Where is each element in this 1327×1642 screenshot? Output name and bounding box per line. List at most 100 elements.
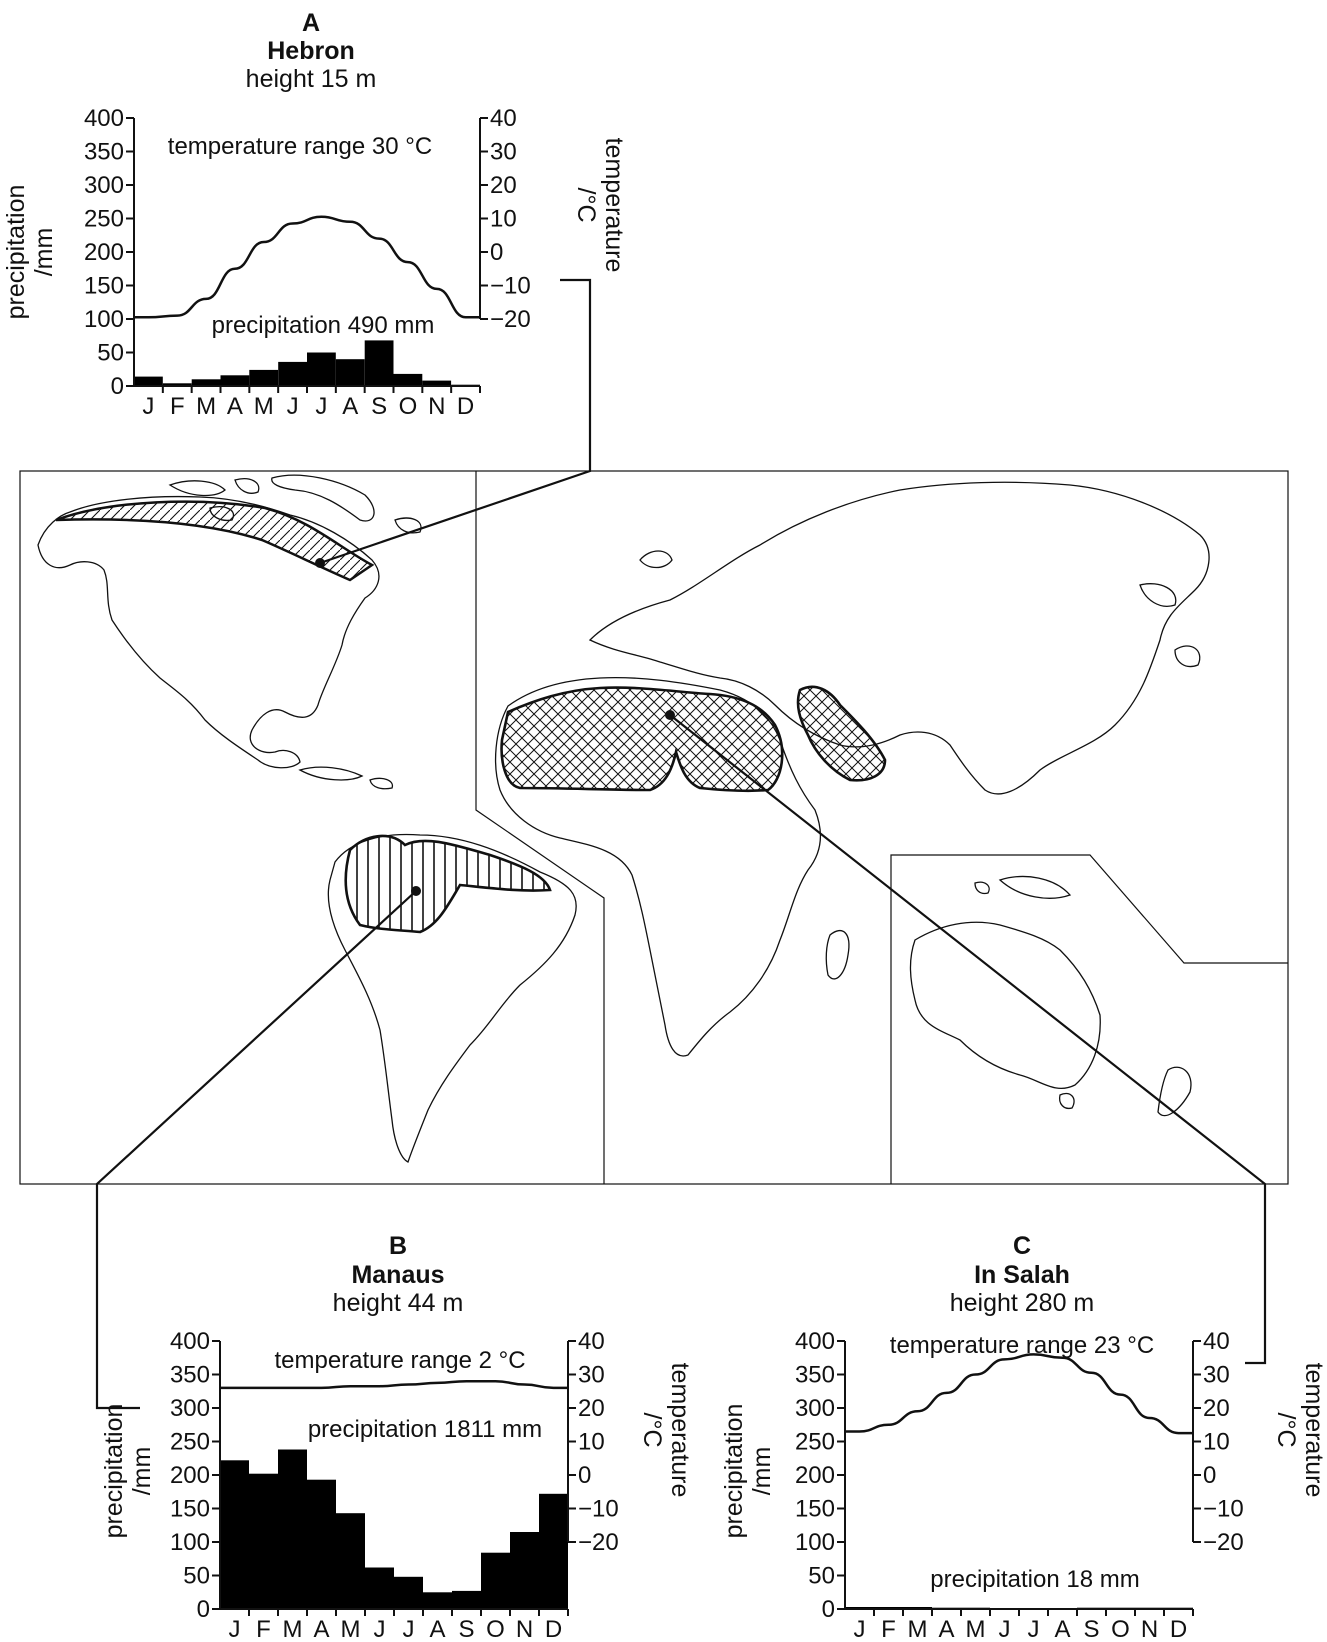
climate-graph-manaus: B Manaus height 44 m temperature range 2… [100, 1232, 694, 1642]
temperature-range-label: temperature range 30 °C [168, 133, 432, 160]
precip-tick-label: 400 [170, 1328, 210, 1355]
temp-tick-label: −10 [1203, 1496, 1244, 1523]
temp-tick-label: 40 [1203, 1328, 1230, 1355]
precip-tick-label: 200 [795, 1462, 835, 1489]
temp-tick-label: 20 [1203, 1395, 1230, 1422]
temp-tick-label: −20 [490, 306, 531, 333]
month-label: A [342, 393, 358, 420]
temp-tick-label: 30 [490, 139, 517, 166]
map-frame [19, 470, 1289, 1185]
temp-axis-unit: /°C [572, 188, 600, 223]
month-label: A [227, 393, 243, 420]
temp-tick-label: −10 [578, 1496, 619, 1523]
leader-line-a [319, 278, 592, 565]
precipitation-bar [307, 352, 336, 386]
month-label: J [229, 1616, 241, 1642]
temp-axis-unit: /°C [1272, 1413, 1300, 1448]
month-label: J [403, 1616, 415, 1642]
temp-axis-label: temperature [666, 1363, 694, 1498]
precip-tick-label: 400 [795, 1328, 835, 1355]
precipitation-bar [393, 373, 423, 386]
station-name: Manaus [351, 1261, 444, 1289]
temp-tick-label: 20 [490, 172, 517, 199]
month-label: M [966, 1616, 986, 1642]
month-label: D [457, 393, 474, 420]
precip-tick-label: 100 [795, 1529, 835, 1556]
month-label: N [1141, 1616, 1158, 1642]
precip-tick-label: 300 [170, 1395, 210, 1422]
tasmania [1058, 1092, 1075, 1110]
month-label: O [399, 393, 418, 420]
precipitation-bar [220, 375, 250, 386]
north-america-coast [37, 495, 380, 769]
precip-tick-label: 250 [795, 1429, 835, 1456]
arctic-island [209, 506, 235, 522]
station-name: Hebron [267, 37, 355, 65]
new-guinea [998, 875, 1072, 899]
precipitation-bar [422, 380, 452, 386]
temperature-range-label: temperature range 23 °C [890, 1332, 1154, 1359]
station-height: height 15 m [246, 65, 377, 93]
month-label: A [938, 1616, 954, 1642]
temp-tick-label: 0 [578, 1462, 591, 1489]
world-map [19, 278, 1289, 1410]
precip-tick-label: 150 [170, 1496, 210, 1523]
month-label: M [254, 393, 274, 420]
arctic-island [234, 478, 260, 494]
precip-tick-label: 50 [97, 340, 124, 367]
temp-tick-label: 0 [490, 239, 503, 266]
precip-tick-label: 250 [170, 1429, 210, 1456]
month-label: M [196, 393, 216, 420]
australia-coast [909, 921, 1101, 1089]
month-label: O [1111, 1616, 1130, 1642]
temp-tick-label: −20 [578, 1529, 619, 1556]
precip-axis-unit: /mm [128, 1447, 156, 1496]
month-label: J [854, 1616, 866, 1642]
temp-axis-label: temperature [600, 138, 628, 273]
precipitation-bar [249, 369, 279, 386]
precip-tick-label: 0 [111, 373, 124, 400]
precip-tick-label: 50 [183, 1563, 210, 1590]
month-label: F [170, 393, 185, 420]
precip-tick-label: 100 [170, 1529, 210, 1556]
precipitation-total-label: precipitation 18 mm [930, 1566, 1139, 1593]
temp-tick-label: 40 [490, 105, 517, 132]
hot-desert-zone [500, 686, 784, 793]
africa-coast [494, 676, 821, 1057]
map-division-americas [475, 471, 605, 1184]
temp-axis-unit: /°C [638, 1413, 666, 1448]
precip-tick-label: 50 [808, 1563, 835, 1590]
precip-tick-label: 0 [197, 1596, 210, 1623]
station-height: height 280 m [950, 1289, 1095, 1317]
precipitation-bar [220, 1460, 249, 1609]
precip-tick-label: 150 [795, 1496, 835, 1523]
temp-axis-label: temperature [1300, 1363, 1327, 1498]
precipitation-bar [365, 1567, 394, 1609]
month-label: S [458, 1616, 474, 1642]
hudson-bay-coast [271, 474, 375, 522]
precipitation-bar [191, 379, 221, 386]
month-label: O [486, 1616, 505, 1642]
precipitation-bar [249, 1473, 278, 1609]
temp-tick-label: 30 [578, 1362, 605, 1389]
precip-tick-label: 350 [84, 139, 124, 166]
precipitation-bar [162, 383, 192, 386]
new-zealand [1157, 1066, 1192, 1117]
rainforest-zone [344, 834, 552, 934]
month-label: A [429, 1616, 445, 1642]
month-label: A [1054, 1616, 1070, 1642]
month-label: J [315, 393, 327, 420]
precipitation-bar [278, 361, 307, 386]
caribbean-island [369, 777, 394, 790]
temperature-curve [220, 1379, 568, 1390]
precipitation-bar [452, 1590, 481, 1609]
precip-tick-label: 300 [84, 172, 124, 199]
japan-island [1174, 645, 1201, 668]
eurasia-coast [588, 481, 1210, 795]
leader-line-c [669, 714, 1267, 1365]
temp-tick-label: 20 [578, 1395, 605, 1422]
asia-island [1139, 583, 1177, 607]
uk-island [639, 550, 673, 569]
map-division-australasia [890, 854, 1288, 1184]
